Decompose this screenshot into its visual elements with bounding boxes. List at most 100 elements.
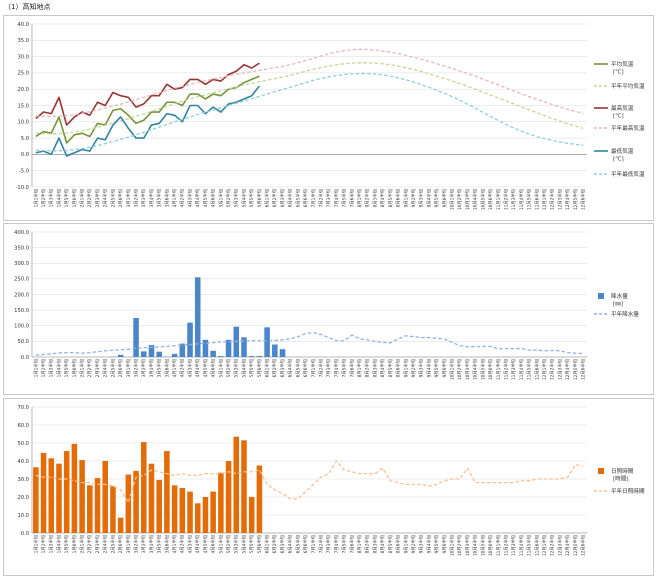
x-tick-label: 7月6半旬 [348, 188, 355, 207]
legend-label: 平年平均気温 [611, 82, 645, 90]
x-tick-label: 2月6半旬 [117, 358, 124, 377]
x-tick-label: 7月5半旬 [341, 534, 348, 553]
temperature-series-line [35, 75, 260, 144]
sunshine-bar [202, 497, 209, 533]
y-tick-label: 60.0 [17, 423, 29, 429]
x-tick-label: 2月1半旬 [79, 358, 86, 377]
x-tick-label: 2月6半旬 [117, 188, 124, 207]
x-tick-label: 7月3半旬 [325, 534, 332, 553]
x-tick-label: 8月3半旬 [371, 188, 378, 207]
x-tick-label: 12月1半旬 [541, 358, 548, 380]
x-tick-label: 8月2半旬 [364, 534, 371, 553]
precipitation-bar [133, 317, 139, 357]
x-tick-label: 3月2半旬 [132, 534, 139, 553]
temperature-series-line [35, 72, 584, 152]
x-tick-label: 6月6半旬 [302, 188, 309, 207]
x-tick-label: 3月1半旬 [125, 188, 132, 207]
x-tick-label: 5月2半旬 [225, 358, 232, 377]
x-tick-label: 7月1半旬 [310, 188, 317, 207]
x-tick-label: 9月4半旬 [425, 358, 432, 377]
x-tick-label: 8月2半旬 [364, 358, 371, 377]
x-tick-label: 1月3半旬 [48, 188, 55, 207]
legend-label: 平均気温 [611, 60, 634, 68]
x-tick-label: 6月2半旬 [271, 188, 278, 207]
x-tick-label: 11月6半旬 [533, 534, 540, 556]
temperature-series-line [35, 62, 260, 126]
x-tick-label: 6月2半旬 [271, 534, 278, 553]
x-tick-label: 6月5半旬 [294, 188, 301, 207]
y-tick-label: 5.0 [21, 136, 29, 142]
x-tick-label: 6月4半旬 [287, 188, 294, 207]
x-tick-label: 5月5半旬 [248, 358, 255, 377]
y-tick-label: 400.0 [14, 230, 29, 236]
x-tick-label: 9月6半旬 [441, 188, 448, 207]
x-tick-label: 2月5半旬 [109, 188, 116, 207]
legend-unit: [℃] [613, 113, 624, 120]
x-tick-label: 3月1半旬 [125, 358, 132, 377]
x-tick-label: 8月1半旬 [356, 188, 363, 207]
x-tick-label: 8月6半旬 [395, 188, 402, 207]
y-tick-label: 25.0 [17, 71, 29, 77]
sunshine-bar [218, 472, 224, 533]
x-tick-label: 12月6半旬 [580, 358, 587, 380]
x-tick-label: 1月6半旬 [71, 188, 78, 207]
x-tick-label: 1月6半旬 [71, 534, 78, 553]
sunshine-bar [148, 463, 155, 533]
legend-label: 平年最低気温 [611, 170, 645, 178]
x-tick-label: 11月6半旬 [533, 188, 540, 210]
x-tick-label: 11月4半旬 [518, 358, 525, 380]
x-tick-label: 4月2半旬 [179, 534, 186, 553]
y-tick-label: 0.0 [21, 531, 29, 537]
x-tick-label: 11月1半旬 [495, 534, 502, 556]
y-tick-label: 150.0 [14, 308, 29, 314]
x-tick-label: 3月3半旬 [140, 534, 147, 553]
x-tick-label: 5月6半旬 [256, 534, 263, 553]
sunshine-chart: 0.0 10.0 20.0 30.0 40.0 50.0 60.0 70.0 1月1半旬 1月2半… [17, 405, 645, 556]
x-tick-label: 7月5半旬 [341, 358, 348, 377]
x-tick-label: 3月4半旬 [148, 358, 155, 377]
sunshine-bar [248, 497, 255, 533]
x-tick-label: 3月2半旬 [132, 358, 139, 377]
x-tick-label: 10月5半旬 [479, 188, 486, 210]
x-tick-label: 7月1半旬 [310, 534, 317, 553]
x-tick-label: 12月3半旬 [556, 534, 563, 556]
legend-label: 最低気温 [611, 147, 634, 155]
sunshine-bar [63, 451, 70, 533]
x-tick-label: 6月2半旬 [271, 358, 278, 377]
x-tick-label: 10月5半旬 [479, 534, 486, 556]
sunshine-bar [117, 517, 124, 533]
x-tick-label: 10月6半旬 [487, 188, 494, 210]
x-tick-label: 10月3半旬 [464, 534, 471, 556]
x-tick-label: 5月4半旬 [240, 534, 247, 553]
x-tick-label: 10月3半旬 [464, 188, 471, 210]
x-tick-label: 12月2半旬 [549, 534, 556, 556]
x-tick-label: 7月4半旬 [333, 358, 340, 377]
y-tick-label: 10.0 [17, 120, 29, 126]
y-tick-label: 200.0 [14, 292, 29, 298]
sunshine-bar [210, 491, 216, 533]
x-tick-label: 6月4半旬 [287, 358, 294, 377]
x-tick-label: 9月6半旬 [441, 534, 448, 553]
x-tick-label: 9月3半旬 [418, 534, 425, 553]
x-tick-label: 1月4半旬 [55, 358, 62, 377]
x-tick-label: 6月6半旬 [302, 358, 309, 377]
sunshine-bar [71, 443, 78, 533]
x-tick-label: 3月3半旬 [140, 188, 147, 207]
x-tick-label: 8月3半旬 [371, 534, 378, 553]
sunshine-bar [56, 463, 62, 533]
x-tick-label: 12月6半旬 [580, 534, 587, 556]
precipitation-bar [171, 353, 178, 357]
x-tick-label: 7月6半旬 [348, 358, 355, 377]
precipitation-bar [218, 356, 224, 357]
legend-label: 平年最高気温 [611, 124, 645, 132]
x-tick-label: 12月5半旬 [572, 188, 579, 210]
x-tick-label: 8月3半旬 [371, 358, 378, 377]
x-tick-label: 2月5半旬 [109, 358, 116, 377]
x-tick-label: 11月5半旬 [526, 188, 533, 210]
precipitation-chart: 0.0 50.0 100.0 150.0 200.0 250.0 300.0 350.0 400… [14, 230, 639, 380]
x-tick-label: 6月1半旬 [264, 534, 271, 553]
precipitation-bar [148, 345, 155, 357]
x-tick-label: 8月6半旬 [395, 534, 402, 553]
x-tick-label: 2月2半旬 [86, 188, 93, 207]
y-tick-label: 100.0 [14, 324, 29, 330]
